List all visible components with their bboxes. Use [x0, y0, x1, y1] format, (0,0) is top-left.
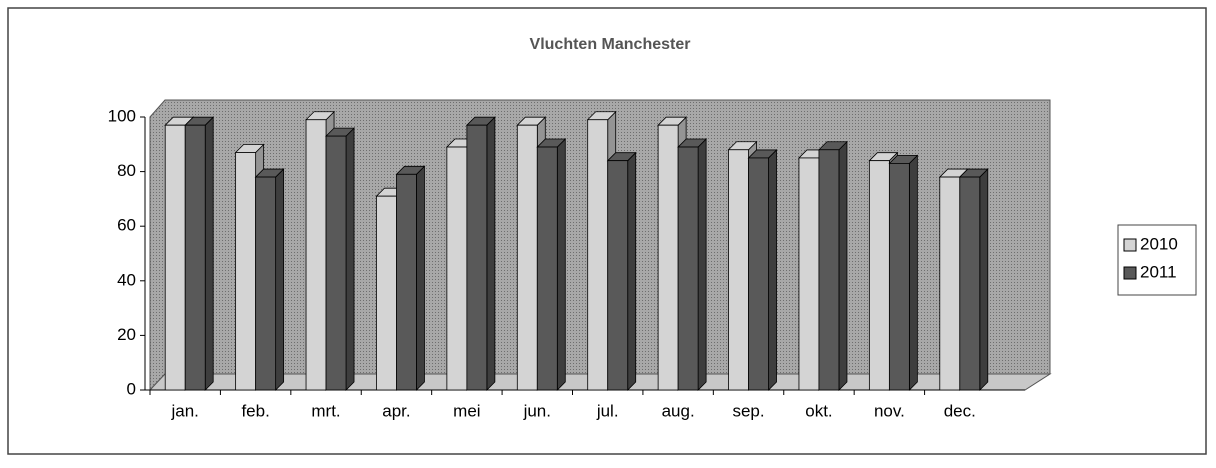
x-tick-label: jul. [596, 401, 619, 420]
x-tick-label: jan. [170, 401, 198, 420]
legend-label: 2010 [1140, 234, 1178, 253]
legend-swatch [1123, 266, 1137, 280]
bar [748, 157, 769, 391]
bar [164, 124, 186, 391]
bar-side [627, 151, 637, 391]
bar [235, 152, 257, 391]
bar-side [838, 140, 848, 391]
bar-side [275, 168, 285, 391]
bar-side [908, 154, 918, 391]
x-tick-label: apr. [382, 401, 410, 420]
bar [536, 146, 558, 391]
bar-side [486, 116, 496, 391]
bar-side [697, 138, 707, 391]
x-tick-label: mrt. [311, 401, 340, 420]
legend [1117, 224, 1197, 296]
y-tick-label: 0 [127, 379, 136, 398]
x-tick-label: mei [453, 401, 480, 420]
x-tick-label: sep. [732, 401, 764, 420]
bar [516, 124, 538, 391]
x-tick-label: dec. [944, 401, 976, 420]
bar [798, 157, 820, 391]
bar [657, 124, 679, 391]
x-tick-label: okt. [805, 401, 832, 420]
bar [818, 149, 840, 391]
bar [959, 176, 981, 391]
bar-side [768, 148, 777, 391]
bar [888, 163, 910, 391]
legend-label: 2011 [1140, 262, 1177, 281]
legend-swatch [1123, 238, 1137, 252]
bar-side [979, 168, 989, 391]
y-tick-label: 60 [117, 216, 136, 235]
y-tick-label: 100 [108, 106, 136, 125]
bar [677, 146, 699, 391]
x-tick-label: jun. [523, 401, 551, 420]
bar-side [416, 165, 425, 391]
bar-side [556, 138, 566, 391]
x-tick-label: feb. [241, 401, 269, 420]
chart-title: Vluchten Manchester [530, 36, 691, 53]
bar-side [204, 116, 214, 391]
bar [868, 160, 890, 391]
y-tick-label: 40 [117, 270, 136, 289]
bar [305, 119, 327, 391]
bar [325, 135, 347, 391]
bar [446, 146, 468, 391]
bar [607, 160, 629, 391]
bar [184, 124, 206, 391]
bar [396, 173, 417, 391]
bar-side [345, 127, 355, 391]
bar [466, 124, 488, 391]
bar [728, 149, 749, 391]
bar [255, 176, 277, 391]
bar [376, 195, 397, 391]
bar [587, 119, 609, 391]
y-tick-label: 20 [117, 325, 136, 344]
y-tick-label: 80 [117, 161, 136, 180]
x-tick-label: aug. [662, 401, 695, 420]
bar [939, 176, 961, 391]
x-tick-label: nov. [874, 401, 905, 420]
